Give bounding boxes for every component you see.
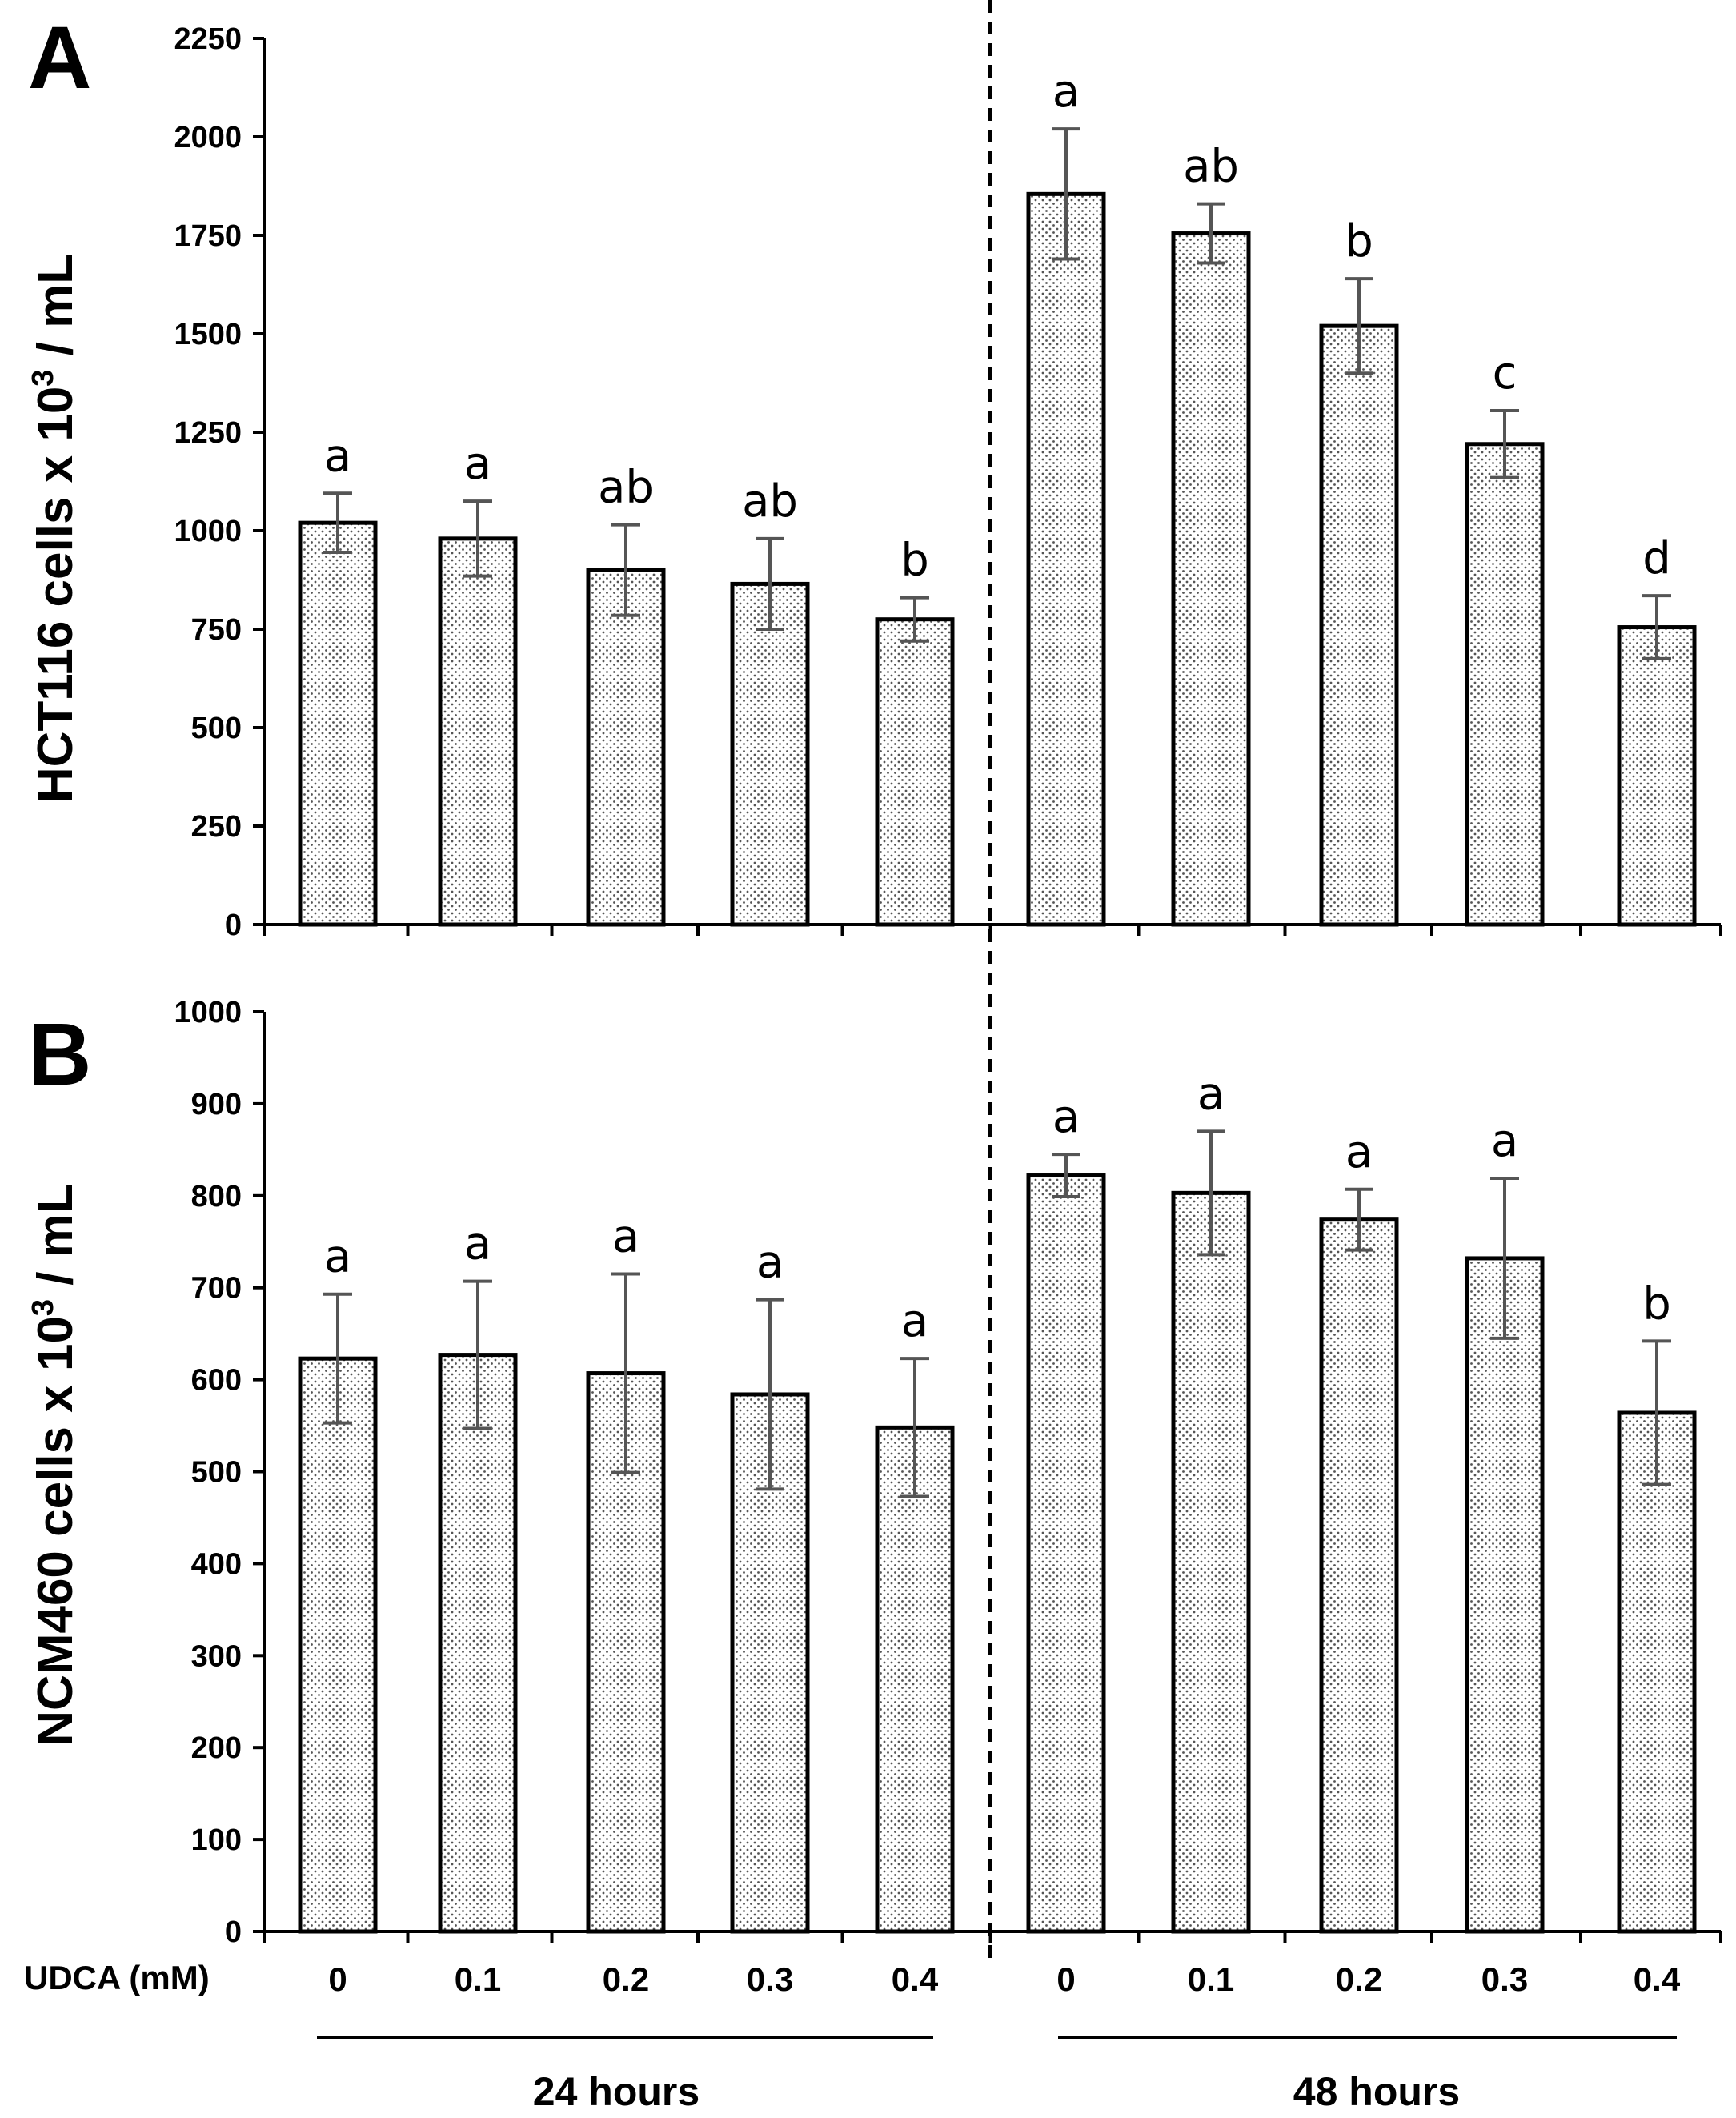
group-label-48h: 48 hours (1293, 2069, 1460, 2114)
y-tick-label: 900 (191, 1088, 242, 1121)
y-tick-label: 750 (191, 613, 242, 647)
significance-letter: a (612, 1210, 639, 1262)
y-tick-label: 1750 (174, 219, 242, 253)
bar (1026, 1173, 1106, 1934)
significance-letter: a (1052, 66, 1080, 118)
x-category-labels: 0 0.1 0.2 0.3 0.4 0 0.1 0.2 0.3 0.4 (328, 1960, 1681, 1998)
y-tick-label: 600 (191, 1364, 242, 1398)
x-category-label: 0.4 (892, 1960, 939, 1998)
y-tick-label: 0 (225, 909, 242, 942)
x-category-label: 0.3 (1481, 1960, 1528, 1998)
y-tick-label: 500 (191, 1456, 242, 1490)
significance-letter: a (901, 1295, 928, 1347)
chart-b: 0 100 200 300 400 500 600 700 800 900 1000 a a a a a a a a… (174, 996, 1722, 1949)
y-tick-label: 700 (191, 1272, 242, 1306)
significance-letter: a (324, 430, 351, 482)
y-tick-label: 250 (191, 810, 242, 844)
y-tick-label: 0 (225, 1915, 242, 1949)
bar (1465, 442, 1545, 927)
bar (1617, 1410, 1697, 1934)
significance-letter: b (900, 535, 929, 587)
x-category-label: 0.1 (1188, 1960, 1234, 1998)
y-tick-label: 300 (191, 1639, 242, 1673)
y-tick-label: 400 (191, 1547, 242, 1581)
x-axis-title: UDCA (mM) (24, 1959, 210, 1996)
y-tick-label: 500 (191, 712, 242, 745)
bar (1171, 1190, 1251, 1934)
significance-letter: a (1345, 1126, 1373, 1178)
y-tick-label: 100 (191, 1823, 242, 1857)
panel-label-a: A (28, 9, 91, 107)
x-category-label: 0 (1056, 1960, 1075, 1998)
bar (298, 1356, 378, 1934)
group-label-24h: 24 hours (533, 2069, 700, 2114)
bar (438, 536, 518, 927)
x-category-label: 0 (328, 1960, 347, 1998)
bar (1319, 323, 1399, 927)
significance-letter: ab (598, 462, 654, 514)
y-tick-label: 2000 (174, 121, 242, 154)
significance-letter: d (1642, 532, 1671, 584)
x-category-label: 0.2 (1336, 1960, 1382, 1998)
significance-letter: a (756, 1237, 784, 1289)
significance-letter: ab (742, 475, 798, 527)
significance-letter: a (464, 438, 491, 490)
y-tick-label: 1000 (174, 515, 242, 548)
bar (730, 581, 810, 927)
x-category-label: 0.1 (455, 1960, 501, 1998)
significance-letter: a (1491, 1115, 1518, 1167)
y-tick-label: 1500 (174, 318, 242, 351)
significance-letter: c (1493, 347, 1517, 399)
y-axis-title-b: NCM460 cells x 103 / mL (26, 1183, 83, 1746)
significance-letter: b (1642, 1278, 1671, 1330)
significance-letter: a (324, 1231, 351, 1283)
y-tick-label: 2250 (174, 22, 242, 56)
bar (875, 1425, 955, 1934)
x-category-label: 0.4 (1634, 1960, 1681, 1998)
y-tick-label: 800 (191, 1180, 242, 1213)
bar (1465, 1256, 1545, 1934)
significance-letter: a (1052, 1091, 1080, 1143)
y-tick-label: 1000 (174, 996, 242, 1029)
x-category-label: 0.3 (747, 1960, 793, 1998)
y-tick-label: 1250 (174, 416, 242, 450)
bar (1026, 191, 1106, 927)
bar (875, 617, 955, 927)
x-category-label: 0.2 (603, 1960, 649, 1998)
y-axis-title-a: HCT116 cells x 103 / mL (26, 254, 83, 803)
bar (1319, 1217, 1399, 1934)
bar (586, 568, 666, 927)
y-tick-label: 200 (191, 1731, 242, 1765)
significance-letter: a (464, 1218, 491, 1270)
bar (1171, 231, 1251, 927)
significance-letter: ab (1183, 141, 1239, 193)
panel-label-b: B (28, 1005, 91, 1104)
significance-letter: b (1345, 215, 1373, 267)
bar (298, 520, 378, 927)
significance-letter: a (1197, 1068, 1225, 1120)
bar (438, 1353, 518, 1934)
bar (1617, 625, 1697, 927)
